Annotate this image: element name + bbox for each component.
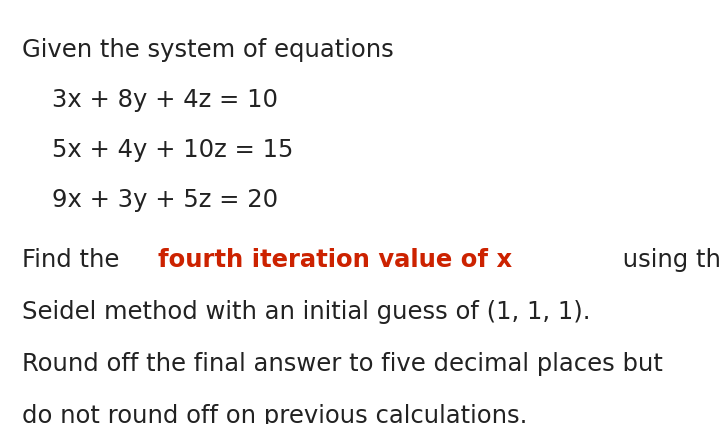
- Text: Find the: Find the: [22, 248, 127, 272]
- Text: 5x + 4y + 10z = 15: 5x + 4y + 10z = 15: [52, 138, 293, 162]
- Text: do not round off on previous calculations.: do not round off on previous calculation…: [22, 404, 527, 424]
- Text: Given the system of equations: Given the system of equations: [22, 38, 394, 62]
- Text: Seidel method with an initial guess of (1, 1, 1).: Seidel method with an initial guess of (…: [22, 300, 590, 324]
- Text: 3x + 8y + 4z = 10: 3x + 8y + 4z = 10: [52, 88, 278, 112]
- Text: Round off the final answer to five decimal places but: Round off the final answer to five decim…: [22, 352, 663, 376]
- Text: 9x + 3y + 5z = 20: 9x + 3y + 5z = 20: [52, 188, 278, 212]
- Text: using the Gauss-: using the Gauss-: [615, 248, 720, 272]
- Text: fourth iteration value of x: fourth iteration value of x: [158, 248, 512, 272]
